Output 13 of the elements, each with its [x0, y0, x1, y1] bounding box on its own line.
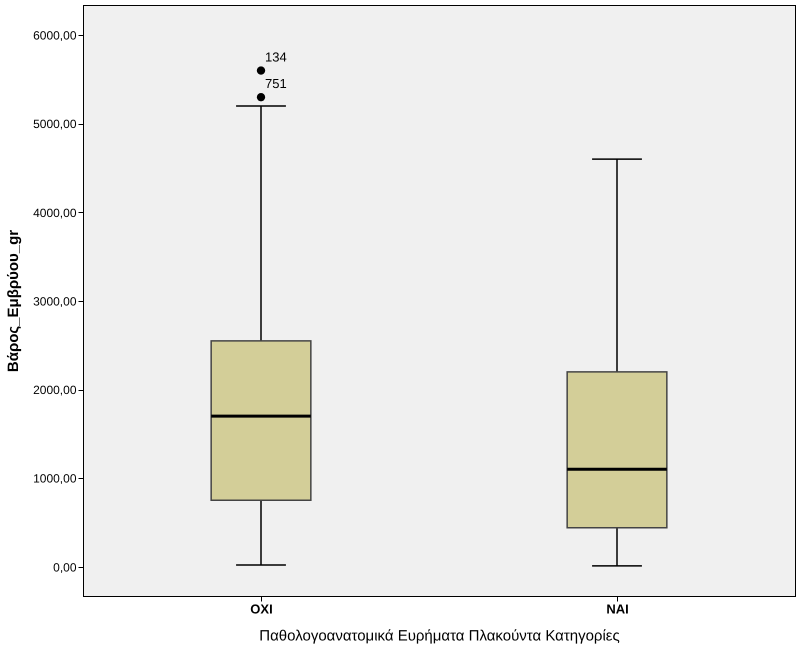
x-tick-label: ΟΧΙ [250, 602, 273, 616]
x-tick-label: ΝΑΙ [606, 602, 629, 616]
y-tick-label: 5000,00 [33, 117, 77, 132]
y-tick-label: 3000,00 [33, 294, 77, 308]
y-tick-label: 4000,00 [33, 206, 77, 220]
y-axis-title: Βάρος_Εμβρύου_gr [5, 230, 22, 372]
annotation: 751 [265, 76, 287, 92]
y-tick-label: 6000,00 [33, 28, 77, 43]
y-tick-label: 2000,00 [33, 383, 77, 398]
annotation: 134 [265, 50, 287, 65]
y-tick-label: 1000,00 [33, 472, 77, 486]
y-tick-label: 0,00 [53, 560, 77, 574]
x-axis-title: Παθολογοανατομικά Ευρήματα Πλακούντα Κατηγορίες [259, 628, 620, 644]
